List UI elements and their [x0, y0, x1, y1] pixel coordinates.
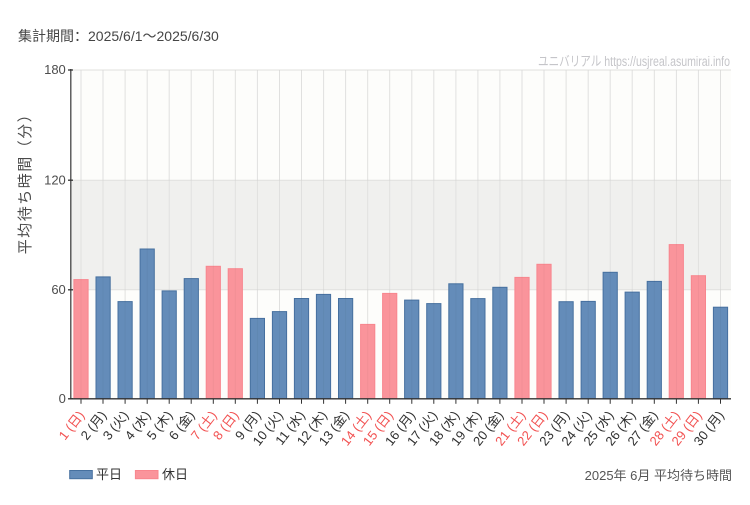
svg-text:120: 120: [44, 172, 66, 187]
svg-text:0: 0: [59, 391, 66, 406]
svg-text:集計期間：2025/6/1～2025/6/30: 集計期間：2025/6/1～2025/6/30: [18, 28, 219, 44]
svg-text:平均待ち時間（分）: 平均待ち時間（分）: [17, 106, 34, 255]
svg-text:休日: 休日: [162, 467, 188, 482]
svg-text:180: 180: [44, 62, 66, 77]
svg-text:60: 60: [51, 282, 65, 297]
svg-text:ユニバリアル https://usjreal.asumir: ユニバリアル https://usjreal.asumirai.info: [538, 54, 730, 69]
svg-text:平日: 平日: [96, 467, 122, 482]
svg-text:2025年 6月 平均待ち時間: 2025年 6月 平均待ち時間: [585, 468, 732, 483]
